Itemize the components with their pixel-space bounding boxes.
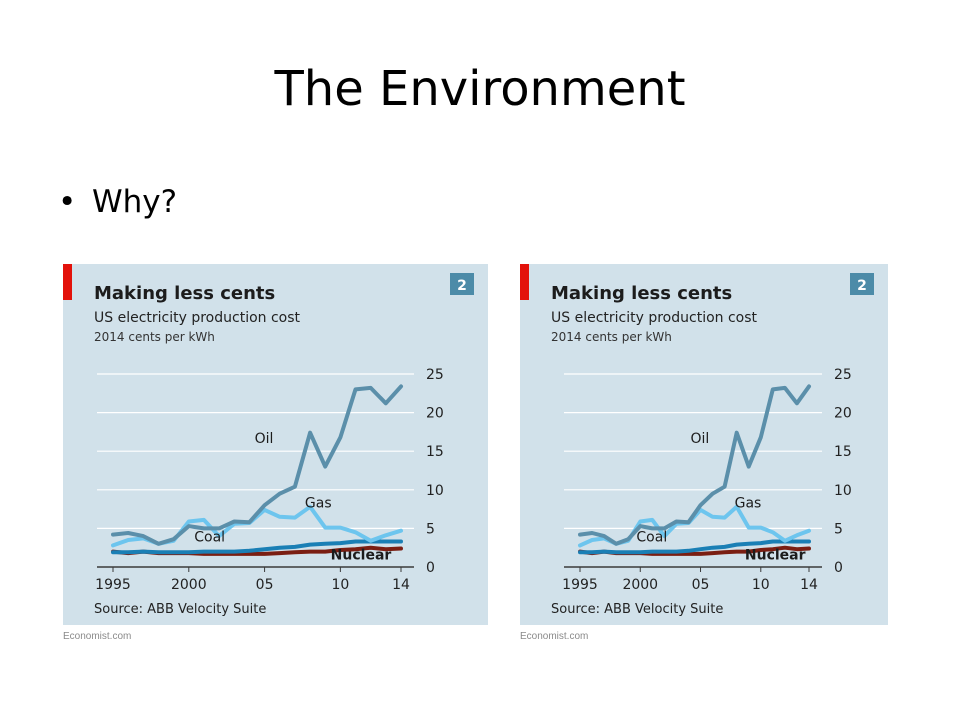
y-tick-label: 15 — [426, 444, 444, 460]
y-tick-label: 20 — [834, 406, 852, 422]
chart-number-badge — [850, 273, 874, 295]
y-tick-label: 20 — [426, 406, 444, 422]
chart-svg: 2 Making less cents US electricity product… — [520, 264, 888, 625]
x-tick-label: 1995 — [562, 577, 598, 593]
series-label-nuclear: Nuclear — [331, 548, 392, 564]
chart-number-badge — [450, 273, 474, 295]
chart-unit-label: 2014 cents per kWh — [94, 330, 215, 344]
x-tick-label: 10 — [752, 577, 770, 593]
chart-title: Making less cents — [551, 283, 732, 304]
x-tick-label: 2000 — [171, 577, 207, 593]
chart-left: 2 Making less cents US electricity product… — [63, 264, 488, 625]
y-tick-label: 10 — [834, 483, 852, 499]
series-label-gas: Gas — [735, 496, 762, 512]
series-line-coal — [111, 539, 403, 555]
chart-subtitle: US electricity production cost — [551, 310, 758, 326]
chart-unit-label: 2014 cents per kWh — [551, 330, 672, 344]
x-tick-label: 2000 — [622, 577, 658, 593]
chart-credit-left: Economist.com — [63, 631, 132, 642]
chart-background — [63, 264, 488, 625]
y-tick-label: 5 — [426, 521, 435, 537]
x-tick-label: 10 — [331, 577, 349, 593]
series-line-oil — [578, 384, 811, 546]
y-tick-label: 25 — [834, 367, 852, 383]
chart-right: 2 Making less cents US electricity product… — [520, 264, 888, 625]
chart-title: Making less cents — [94, 283, 275, 304]
chart-credit-right: Economist.com — [520, 631, 589, 642]
x-tick-label: 05 — [692, 577, 710, 593]
y-tick-label: 0 — [834, 560, 843, 576]
x-tick-label: 05 — [256, 577, 274, 593]
chart-background — [520, 264, 888, 625]
x-tick-label: 14 — [800, 577, 818, 593]
chart-source: Source: ABB Velocity Suite — [94, 602, 266, 617]
y-tick-label: 0 — [426, 560, 435, 576]
series-line-coal — [578, 539, 811, 555]
economist-flag — [63, 264, 72, 300]
bullet-symbol: • — [58, 184, 77, 220]
series-label-coal: Coal — [636, 530, 667, 546]
series-label-gas: Gas — [305, 496, 332, 512]
series-line-oil — [111, 384, 403, 546]
bullet-item: • Why? — [58, 182, 177, 222]
bullet-text: Why? — [92, 184, 178, 220]
y-tick-label: 15 — [834, 444, 852, 460]
chart-number-label: 2 — [857, 278, 867, 294]
chart-source: Source: ABB Velocity Suite — [551, 602, 723, 617]
series-label-oil: Oil — [691, 431, 710, 447]
y-tick-label: 5 — [834, 521, 843, 537]
slide-title: The Environment — [274, 61, 686, 117]
y-tick-label: 10 — [426, 483, 444, 499]
series-label-nuclear: Nuclear — [745, 548, 806, 564]
chart-number-label: 2 — [457, 278, 467, 294]
chart-svg: 2 Making less cents US electricity product… — [63, 264, 488, 625]
x-tick-label: 14 — [392, 577, 410, 593]
series-label-coal: Coal — [194, 530, 225, 546]
y-tick-label: 25 — [426, 367, 444, 383]
chart-subtitle: US electricity production cost — [94, 310, 301, 326]
economist-flag — [520, 264, 529, 300]
series-label-oil: Oil — [255, 431, 274, 447]
x-tick-label: 1995 — [95, 577, 131, 593]
